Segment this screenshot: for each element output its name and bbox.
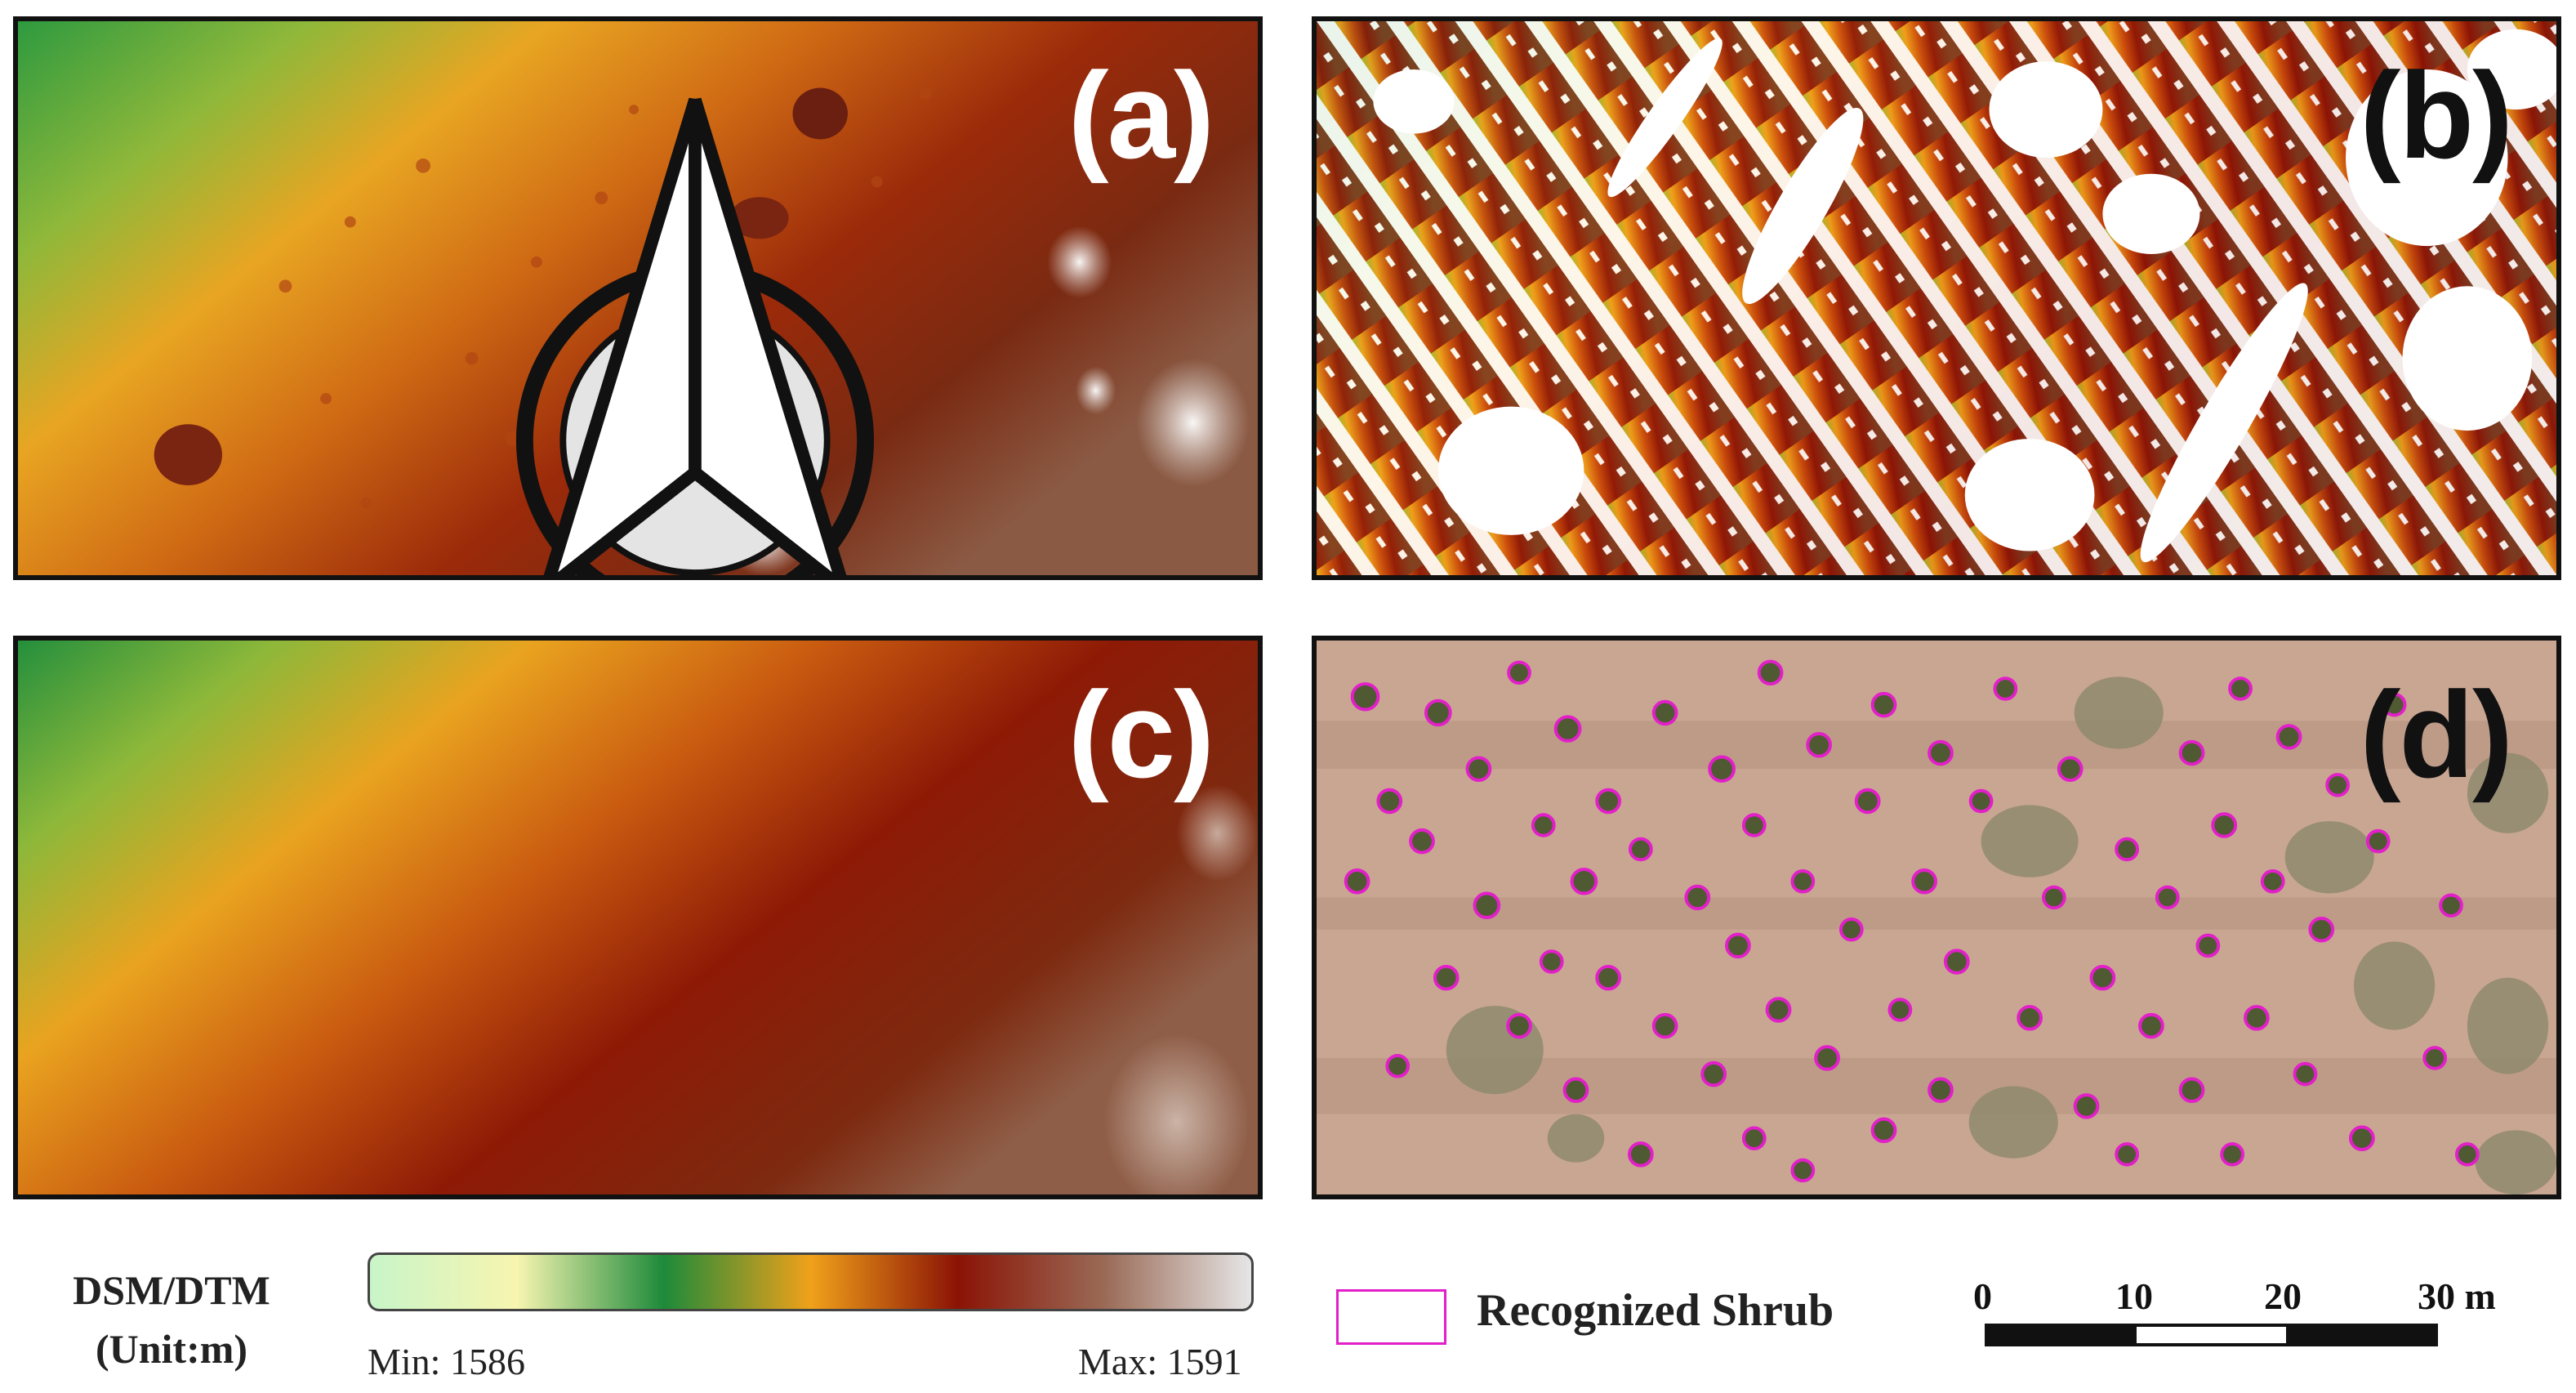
panel-a-dsm: (a) [13, 16, 1263, 580]
panel-c-dtm: (c) [13, 636, 1263, 1199]
legend-title-line1: DSM/DTM [73, 1267, 270, 1313]
panel-label-d: (d) [2360, 666, 2513, 803]
scale-tick-30: 30 m [2418, 1275, 2496, 1317]
north-arrow-icon [516, 97, 874, 575]
scale-tick-10: 10 [2115, 1275, 2153, 1317]
ground-points-map [1317, 21, 2556, 575]
panel-label-a: (a) [1067, 47, 1214, 184]
colorbar-min-label: Min: 1586 [368, 1341, 525, 1382]
recognized-shrub-label: Recognized Shrub [1477, 1285, 1834, 1336]
recognized-shrub-swatch [1336, 1289, 1446, 1345]
legend-title-line2: (Unit:m) [95, 1326, 248, 1372]
legend-title: DSM/DTM (Unit:m) [49, 1266, 294, 1373]
panel-label-b: (b) [2360, 47, 2513, 184]
scale-tick-20: 20 [2264, 1275, 2302, 1317]
panel-label-c: (c) [1067, 666, 1214, 803]
scale-bar [1985, 1324, 2438, 1346]
dtm-map [18, 641, 1258, 1194]
scale-tick-0: 0 [1973, 1275, 1992, 1317]
panel-b-ground-points: (b) [1312, 16, 2561, 580]
colorbar-max-label: Max: 1591 [1078, 1341, 1242, 1382]
orthophoto-map [1317, 641, 2556, 1194]
panel-d-shrub-recognition: (d) [1312, 636, 2561, 1199]
colorbar [368, 1252, 1254, 1311]
